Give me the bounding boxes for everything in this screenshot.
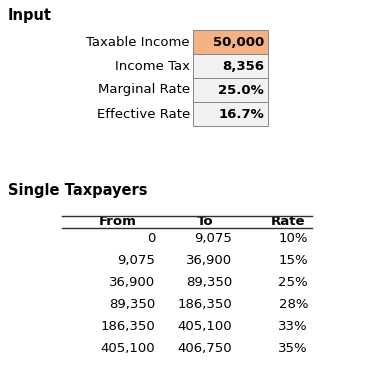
Text: 16.7%: 16.7% xyxy=(218,108,264,120)
Text: 28%: 28% xyxy=(278,298,308,311)
Text: 36,900: 36,900 xyxy=(186,254,232,267)
Text: 405,100: 405,100 xyxy=(100,342,155,355)
Text: 406,750: 406,750 xyxy=(100,364,155,365)
Text: 186,350: 186,350 xyxy=(100,320,155,333)
Text: Rate: Rate xyxy=(271,215,305,228)
Text: 9,075: 9,075 xyxy=(117,254,155,267)
Text: 186,350: 186,350 xyxy=(177,298,232,311)
Text: 25.0%: 25.0% xyxy=(218,84,264,96)
Text: 406,750: 406,750 xyxy=(177,342,232,355)
Text: 89,350: 89,350 xyxy=(109,298,155,311)
Text: Input: Input xyxy=(8,8,52,23)
Bar xyxy=(193,78,268,102)
Text: 35%: 35% xyxy=(278,342,308,355)
Text: Income Tax: Income Tax xyxy=(115,59,190,73)
Text: Marginal Rate: Marginal Rate xyxy=(98,84,190,96)
Text: 10%: 10% xyxy=(278,232,308,245)
Text: Effective Rate: Effective Rate xyxy=(97,108,190,120)
Text: 25%: 25% xyxy=(278,276,308,289)
Text: 9,075: 9,075 xyxy=(194,232,232,245)
Bar xyxy=(193,30,268,54)
Text: 0: 0 xyxy=(147,232,155,245)
Text: 50,000: 50,000 xyxy=(213,35,264,49)
Text: To: To xyxy=(197,215,213,228)
Text: Single Taxpayers: Single Taxpayers xyxy=(8,183,147,198)
Text: 39.6%: 39.6% xyxy=(266,364,308,365)
Text: From: From xyxy=(99,215,137,228)
Text: 36,900: 36,900 xyxy=(109,276,155,289)
Text: 33%: 33% xyxy=(278,320,308,333)
Text: 89,350: 89,350 xyxy=(186,276,232,289)
Text: 405,100: 405,100 xyxy=(177,320,232,333)
Text: 8,356: 8,356 xyxy=(222,59,264,73)
Bar xyxy=(193,54,268,78)
Bar xyxy=(193,102,268,126)
Text: Taxable Income: Taxable Income xyxy=(86,35,190,49)
Text: 15%: 15% xyxy=(278,254,308,267)
